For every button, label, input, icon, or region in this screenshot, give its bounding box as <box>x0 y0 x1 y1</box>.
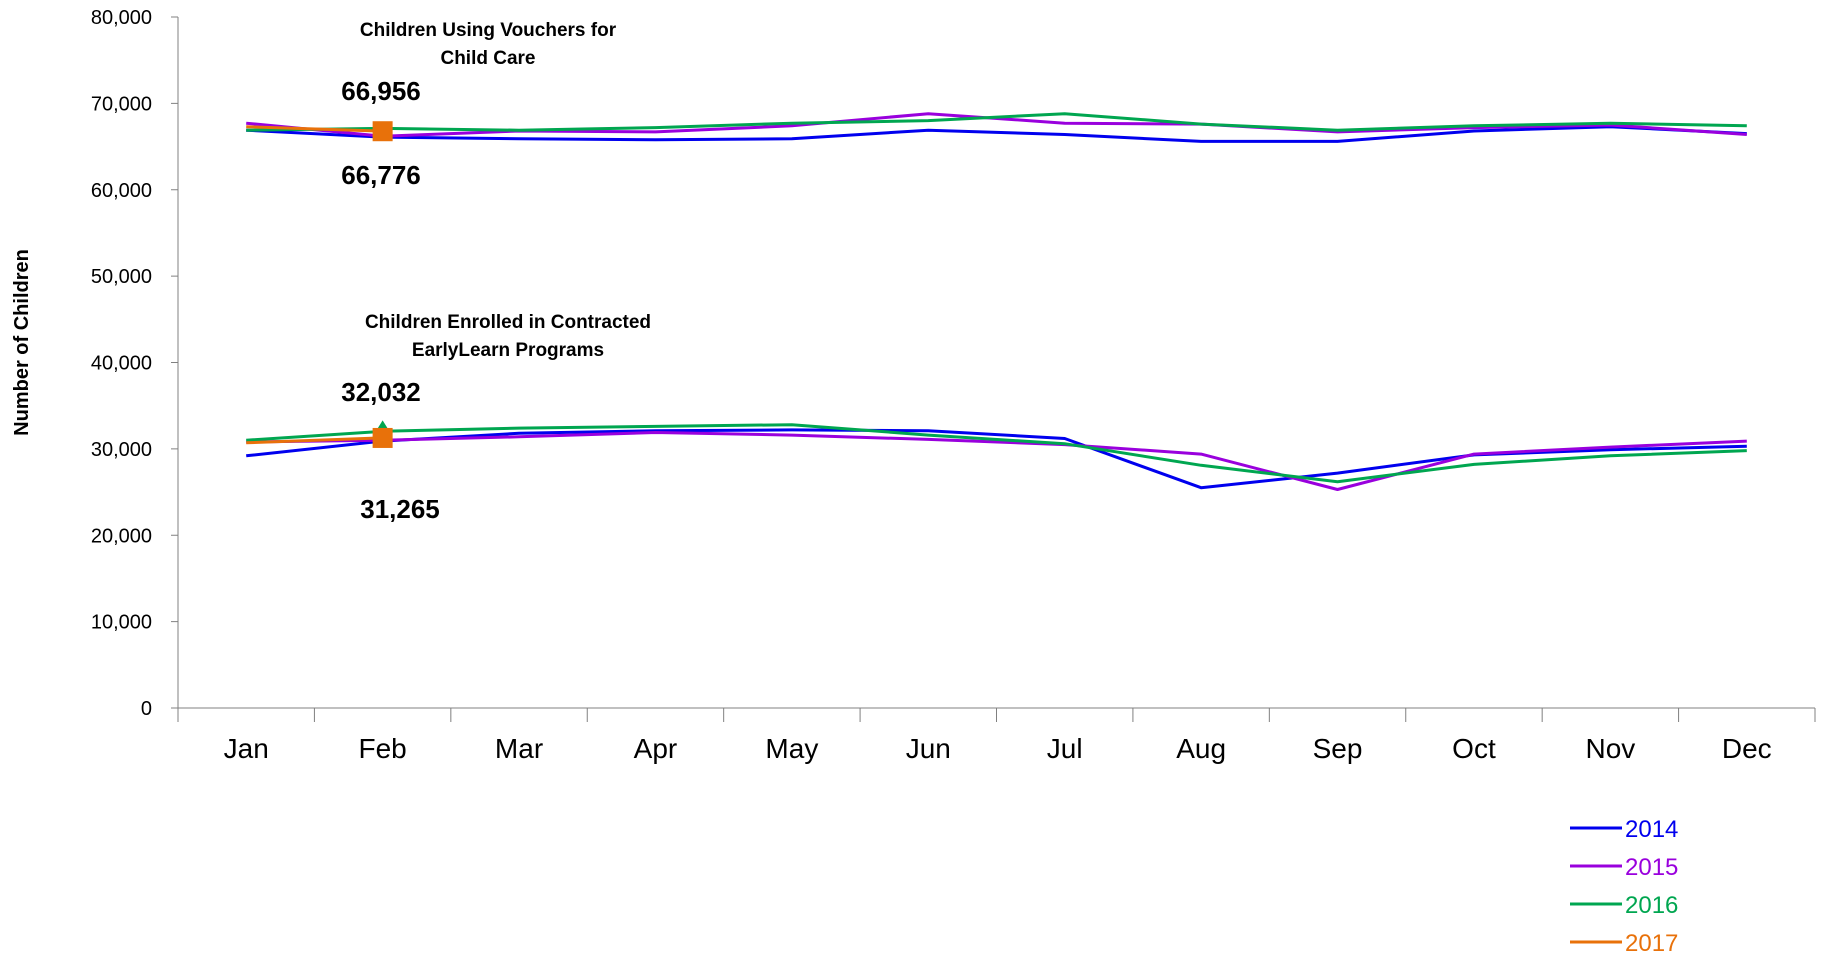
x-axis-ticks: Jan Feb Mar Apr May Jun Jul Aug Sep Oct Nov Dec <box>177 708 1816 764</box>
y-axis-label: Number of Children <box>11 249 33 436</box>
series-line-2015-group-2 <box>246 431 1747 491</box>
x-tick-label: Aug <box>1176 733 1226 764</box>
series-line-2016-group-1 <box>246 112 1747 132</box>
axes <box>177 17 1815 709</box>
data-label: 66,956 <box>341 76 421 106</box>
x-tick-label: Oct <box>1452 733 1496 764</box>
legend-label-2016: 2016 <box>1625 892 1678 919</box>
data-point-marker <box>372 121 393 142</box>
data-label: 66,776 <box>341 160 421 190</box>
group-title: EarlyLearn Programs <box>412 340 604 361</box>
y-tick-label: 50,000 <box>91 266 152 288</box>
y-tick-label: 80,000 <box>91 7 152 29</box>
data-point-marker <box>372 427 393 448</box>
y-tick-label: 20,000 <box>91 525 152 547</box>
x-tick-label: May <box>765 733 818 764</box>
data-label: 31,265 <box>360 494 440 524</box>
x-tick-label: Jan <box>224 733 269 764</box>
x-tick-label: Dec <box>1722 733 1772 764</box>
group-title: Children Using Vouchers for <box>360 20 617 41</box>
group-title: Children Enrolled in Contracted <box>365 312 651 333</box>
annotations: Children Using Vouchers for Child Care 66,… <box>341 20 651 524</box>
series-lines <box>246 112 1747 491</box>
series-line-2017-group-2 <box>246 436 383 445</box>
y-tick-label: 70,000 <box>91 93 152 115</box>
legend-label-2017: 2017 <box>1625 930 1678 953</box>
group-title: Child Care <box>440 48 535 69</box>
y-tick-label: 40,000 <box>91 353 152 375</box>
x-tick-label: Jul <box>1047 733 1083 764</box>
series-line-2017-group-1 <box>246 125 383 133</box>
legend-label-2015: 2015 <box>1625 854 1678 881</box>
x-tick-label: Sep <box>1313 733 1363 764</box>
data-label: 32,032 <box>341 377 421 407</box>
x-tick-label: Feb <box>359 733 407 764</box>
x-tick-label: Jun <box>906 733 951 764</box>
x-tick-label: Apr <box>634 733 678 764</box>
x-tick-label: Nov <box>1585 733 1635 764</box>
x-tick-label: Mar <box>495 733 543 764</box>
y-tick-label: 10,000 <box>91 612 152 634</box>
legend: 2014 2015 2016 2017 <box>1570 816 1678 953</box>
y-tick-label: 60,000 <box>91 180 152 202</box>
legend-label-2014: 2014 <box>1625 816 1678 843</box>
y-tick-label: 30,000 <box>91 439 152 461</box>
y-tick-label: 0 <box>141 698 152 720</box>
series-line-2016-group-2 <box>246 423 1747 484</box>
y-axis-ticks: 0 10,000 20,000 30,000 40,000 50,000 60,000 70,… <box>91 7 178 720</box>
series-line-2014-group-1 <box>246 125 1747 143</box>
